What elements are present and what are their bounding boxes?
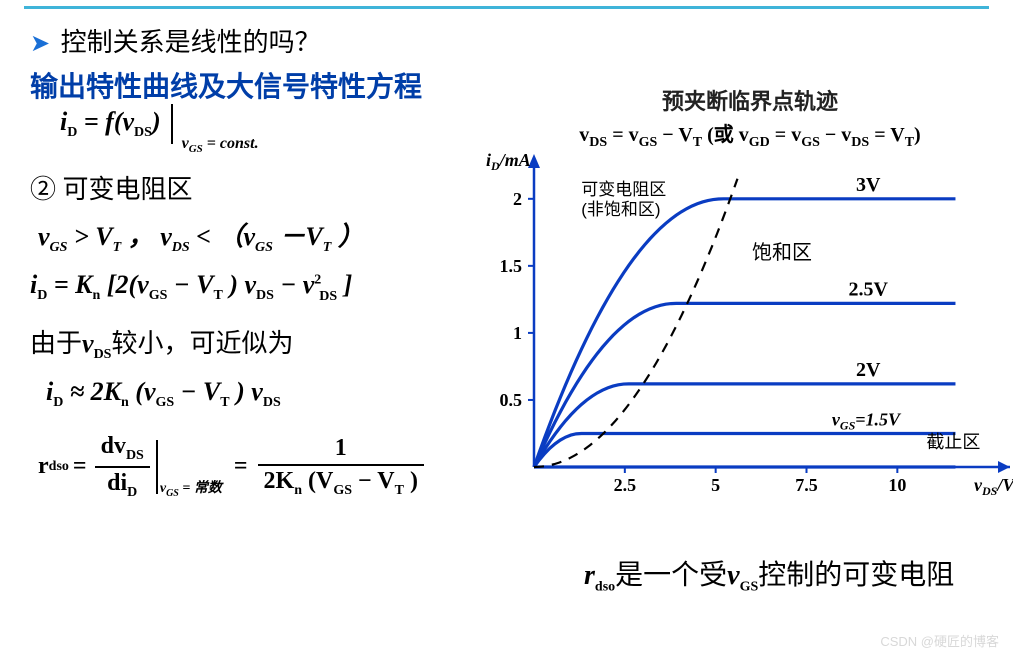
question-line: ➤ 控制关系是线性的吗？ xyxy=(30,22,1003,59)
svg-text:2: 2 xyxy=(513,189,522,209)
eq-part: r xyxy=(584,560,595,591)
eq-triode-full: iD = Kn [2(vGS − VT ) vDS − v2DS ] xyxy=(30,270,460,304)
svg-text:可变电阻区: 可变电阻区 xyxy=(581,180,666,199)
eq-part: [2(v xyxy=(107,270,149,299)
eq-part: (v xyxy=(135,377,155,406)
eq-part: ) v xyxy=(229,270,256,299)
approx-intro: 由于vDS较小，可近似为 xyxy=(30,323,460,363)
svg-text:2.5: 2.5 xyxy=(614,475,637,495)
eq-part: ） xyxy=(338,222,364,251)
svg-text:1: 1 xyxy=(513,323,522,343)
eval-bar-icon xyxy=(171,104,173,144)
svg-text:iD/mA: iD/mA xyxy=(486,150,531,173)
svg-text:截止区: 截止区 xyxy=(926,432,980,452)
eval-bar-icon xyxy=(156,440,158,494)
eq-part: = K xyxy=(54,270,93,299)
eq-part: －V xyxy=(279,222,322,251)
eq-part: = f(v xyxy=(84,107,134,136)
eq-part: ) v xyxy=(236,377,263,406)
svg-text:饱和区: 饱和区 xyxy=(752,241,812,264)
left-column: iD = f(vDS) vGS = const. ② 可变电阻区 vGS > V… xyxy=(30,94,460,501)
fraction: dvDS diD xyxy=(95,433,150,501)
eq-function-def: iD = f(vDS) vGS = const. xyxy=(60,104,460,155)
eq-part: di xyxy=(107,470,127,496)
top-rule xyxy=(24,6,989,9)
svg-text:0.5: 0.5 xyxy=(500,390,523,410)
region-number: ② xyxy=(30,175,56,204)
region-name: 可变电阻区 xyxy=(63,175,193,204)
eq-part: ， v xyxy=(128,222,172,251)
watermark: CSDN @硬匠的博客 xyxy=(880,631,999,650)
condition-line: vGS > VT ， vDS < （vGS －VT ） xyxy=(38,216,460,256)
svg-text:5: 5 xyxy=(711,475,720,495)
arrow-icon: ➤ xyxy=(30,31,50,57)
eval-condition: vGS = 常数 xyxy=(160,477,222,499)
slide-content: ➤ 控制关系是线性的吗？ 输出特性曲线及大信号特性方程 iD = f(vDS) … xyxy=(30,22,1003,658)
chart-area: 预夹断临界点轨迹 vDS = vGS − VT (或 vGD = vGS − v… xyxy=(470,84,1013,514)
eq-part: ) xyxy=(410,468,418,494)
svg-text:3V: 3V xyxy=(856,174,881,196)
fraction: 1 2Kn (VGS − VT ) xyxy=(258,435,424,499)
svg-text:2.5V: 2.5V xyxy=(849,278,889,300)
rdso-note: rdso是一个受vGS控制的可变电阻 xyxy=(584,552,1004,600)
output-characteristics-chart: 2.5 5 7.5 10 0.5 1 1.5 2 iD/mA vDS/V 3V 2.5V 2V vGS=1… xyxy=(470,142,1013,512)
eq-part: = const. xyxy=(203,135,259,152)
question-text: 控制关系是线性的吗？ xyxy=(61,28,321,57)
eq-part: r xyxy=(38,453,49,480)
region-heading: ② 可变电阻区 xyxy=(30,169,460,206)
text-part: 控制的可变电阻 xyxy=(758,560,954,591)
text-part: 是一个受 xyxy=(615,560,727,591)
eq-part: ] xyxy=(344,270,353,299)
svg-text:vGS=1.5V: vGS=1.5V xyxy=(832,409,902,432)
eq-part: − V xyxy=(181,377,221,406)
eq-part: v xyxy=(38,222,50,251)
svg-text:7.5: 7.5 xyxy=(795,475,818,495)
eq-part: = xyxy=(73,453,87,480)
eq-part: dv xyxy=(101,433,126,459)
eq-part: 1 xyxy=(258,435,424,466)
pinchoff-title: 预夹断临界点轨迹 xyxy=(470,84,1013,116)
svg-text:1.5: 1.5 xyxy=(500,256,523,276)
svg-text:10: 10 xyxy=(888,475,906,495)
svg-text:vDS/V: vDS/V xyxy=(974,475,1013,498)
eq-part: < （v xyxy=(196,222,255,251)
eq-part: − v xyxy=(280,270,314,299)
eq-part: 2K xyxy=(264,468,295,494)
text-part: 由于 xyxy=(30,329,82,358)
svg-text:2V: 2V xyxy=(856,359,881,381)
text-part: 较小，可近似为 xyxy=(111,329,293,358)
eq-part: > V xyxy=(74,222,113,251)
eq-part: ≈ 2K xyxy=(70,377,121,406)
eq-part: (V xyxy=(308,468,333,494)
svg-text:(非饱和区): (非饱和区) xyxy=(581,200,660,219)
eq-part: v xyxy=(182,135,189,152)
eq-part: v xyxy=(727,560,739,591)
eq-part: v xyxy=(82,329,94,358)
eq-triode-approx: iD ≈ 2Kn (vGS − VT ) vDS xyxy=(46,377,460,411)
eq-rdso: rdso = dvDS diD vGS = 常数 = 1 2Kn (VGS − … xyxy=(38,433,460,501)
eq-part: − V xyxy=(174,270,214,299)
eq-part: − V xyxy=(358,468,395,494)
